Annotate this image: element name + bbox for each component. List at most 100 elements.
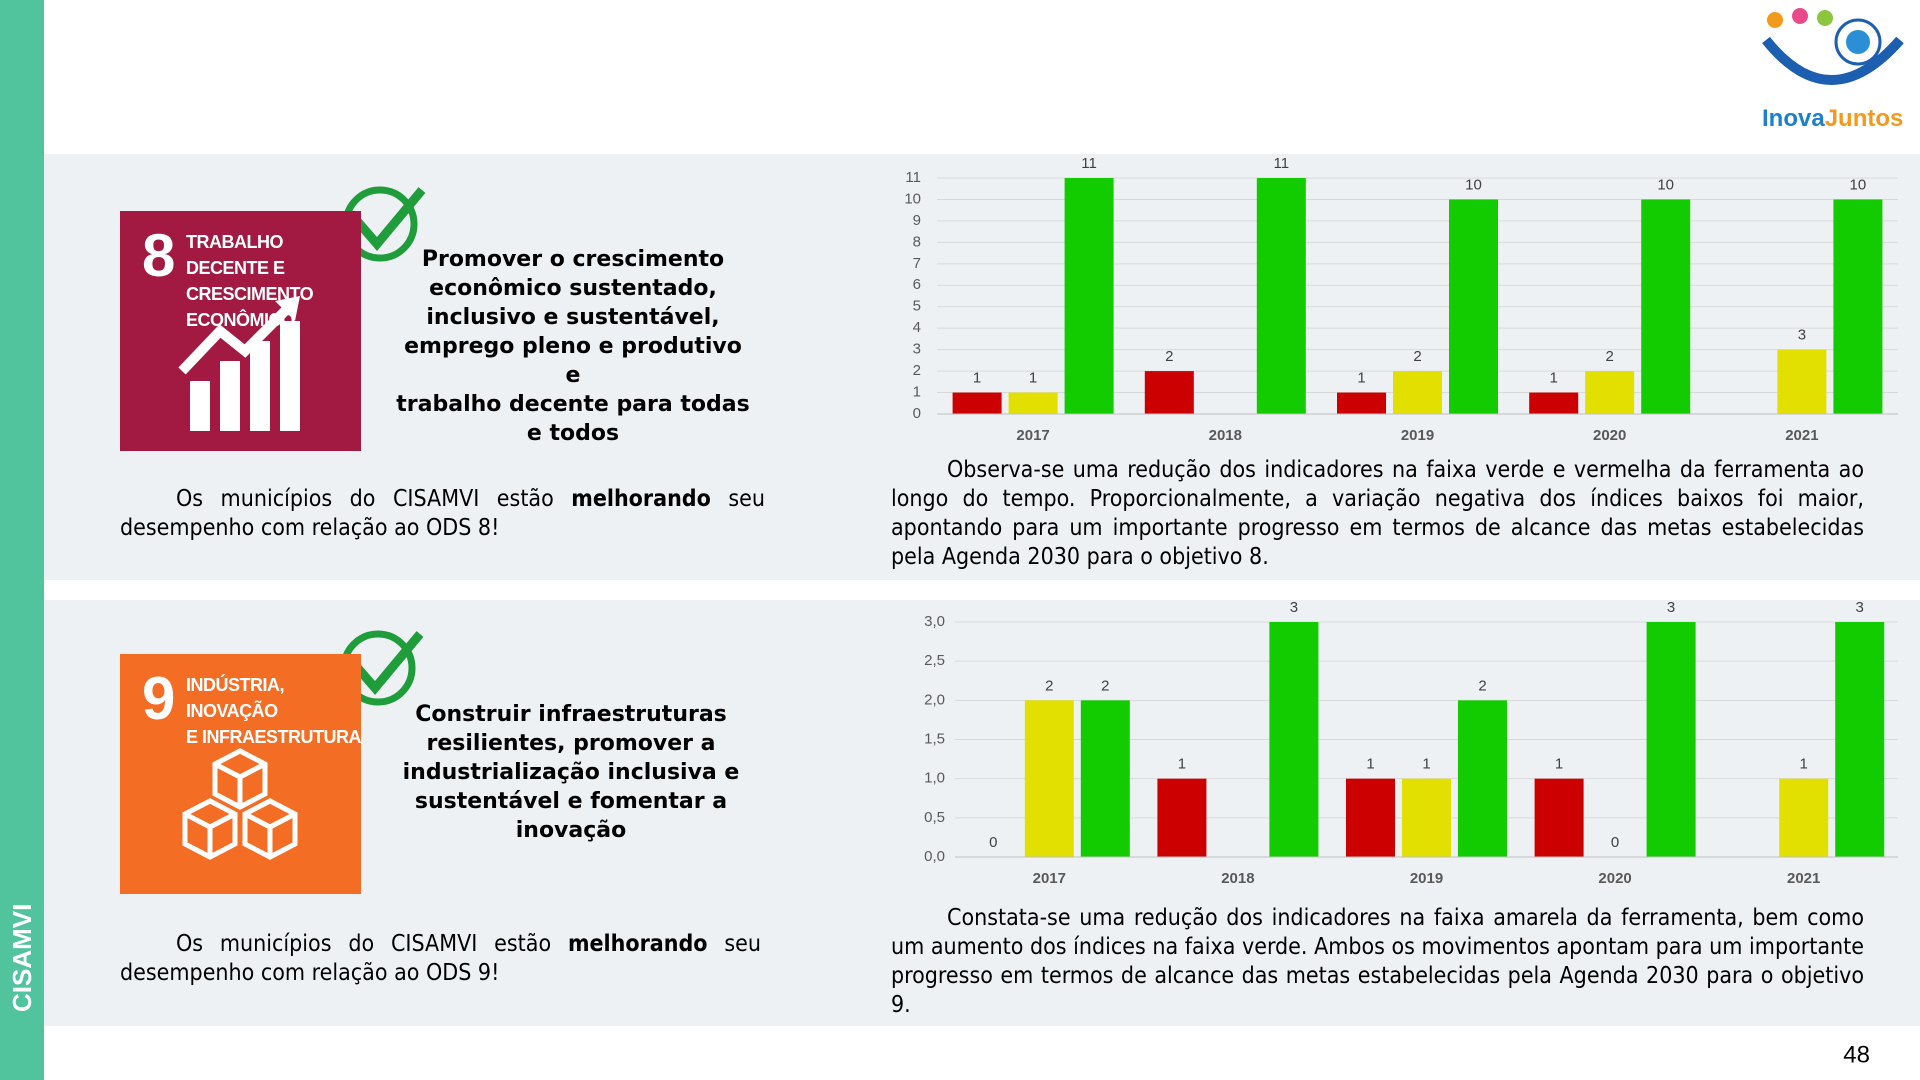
y-tick-label: 2,5 bbox=[924, 652, 945, 669]
value-label: 1 bbox=[973, 370, 981, 387]
text: Os municípios do CISAMVI estão bbox=[176, 931, 568, 957]
x-tick-label: 2021 bbox=[1785, 427, 1818, 444]
ods-title-line: CRESCIMENTO bbox=[186, 284, 314, 304]
value-label: 1 bbox=[1555, 756, 1563, 773]
value-label: 11 bbox=[1081, 155, 1097, 172]
goal-text: Construir infraestruturas resilientes, pr… bbox=[391, 700, 751, 845]
page-number: 48 bbox=[1843, 1041, 1870, 1068]
y-tick-label: 9 bbox=[913, 212, 921, 229]
y-tick-label: 10 bbox=[904, 190, 921, 207]
value-label: 3 bbox=[1290, 599, 1298, 616]
goal-line: e todos bbox=[526, 421, 620, 446]
ods-title-line: INDÚSTRIA, INOVAÇÃO bbox=[186, 675, 285, 721]
bar bbox=[1534, 778, 1584, 857]
logo-mark bbox=[1762, 8, 1904, 85]
goal-line: trabalho decente para todas bbox=[396, 392, 750, 417]
bar bbox=[1402, 778, 1451, 857]
value-label: 2 bbox=[1606, 348, 1614, 365]
ods-title: INDÚSTRIA, INOVAÇÃO E INFRAESTRUTURA bbox=[186, 672, 362, 750]
x-tick-label: 2017 bbox=[1033, 870, 1066, 887]
value-label: 0 bbox=[989, 834, 997, 851]
y-tick-label: 3 bbox=[913, 341, 921, 358]
bar bbox=[1529, 392, 1579, 414]
bar bbox=[1144, 371, 1194, 414]
logo-part: Inova bbox=[1762, 105, 1825, 132]
y-tick-label: 3,0 bbox=[924, 613, 945, 630]
bar bbox=[1269, 622, 1319, 857]
bar bbox=[1646, 622, 1696, 857]
value-label: 10 bbox=[1657, 176, 1674, 193]
value-label: 0 bbox=[1611, 834, 1619, 851]
summary: Os municípios do CISAMVI estão melhorand… bbox=[120, 930, 761, 988]
ods-number: 9 bbox=[142, 665, 176, 732]
summary: Os municípios do CISAMVI estão melhorand… bbox=[120, 485, 765, 543]
y-tick-label: 0 bbox=[913, 405, 921, 422]
y-tick-label: 11 bbox=[905, 169, 921, 186]
chart-description: Constata-se uma redução dos indicadores … bbox=[891, 905, 1864, 1018]
value-label: 1 bbox=[1029, 370, 1037, 387]
value-label: 1 bbox=[1366, 756, 1374, 773]
value-label: 2 bbox=[1045, 677, 1053, 694]
ods-badge: 8 TRABALHO DECENTE E CRESCIMENTO ECONÔMICO bbox=[120, 211, 361, 451]
bar bbox=[1064, 178, 1114, 414]
bar bbox=[1458, 700, 1507, 857]
x-tick-label: 2018 bbox=[1209, 427, 1242, 444]
x-tick-label: 2019 bbox=[1401, 427, 1434, 444]
x-tick-label: 2019 bbox=[1410, 870, 1443, 887]
bar bbox=[1393, 371, 1442, 414]
text: seu desempenho com relação ao ODS 9! bbox=[120, 931, 761, 986]
goal-line: industrialização inclusiva e bbox=[402, 760, 740, 785]
y-tick-label: 2,0 bbox=[924, 691, 945, 708]
y-tick-label: 0,5 bbox=[924, 809, 945, 826]
bar bbox=[1585, 371, 1635, 414]
value-label: 2 bbox=[1165, 348, 1173, 365]
y-tick-label: 8 bbox=[913, 233, 921, 250]
emphasis: melhorando bbox=[567, 931, 708, 957]
bar bbox=[952, 392, 1002, 414]
x-tick-label: 2017 bbox=[1016, 427, 1049, 444]
y-tick-label: 4 bbox=[913, 319, 921, 336]
bar bbox=[1641, 199, 1691, 414]
bar bbox=[1346, 778, 1395, 857]
bar bbox=[1833, 199, 1883, 414]
goal-line: inovação bbox=[515, 818, 627, 843]
ods-number: 8 bbox=[142, 222, 176, 289]
goal-line: econômico sustentado, bbox=[429, 276, 717, 301]
logo: InovaJuntos bbox=[1762, 105, 1903, 132]
value-label: 2 bbox=[1478, 677, 1486, 694]
bar bbox=[1008, 392, 1058, 414]
goal-line: Promover o crescimento bbox=[421, 247, 725, 272]
goal-line: inclusivo e sustentável, bbox=[426, 305, 720, 330]
x-tick-label: 2018 bbox=[1221, 870, 1254, 887]
ods-title-line: TRABALHO DECENTE E bbox=[186, 232, 285, 278]
goal-text: Promover o crescimento econômico sustenta… bbox=[393, 245, 753, 448]
sidebar bbox=[0, 0, 44, 1080]
value-label: 10 bbox=[1465, 176, 1482, 193]
y-tick-label: 2 bbox=[913, 362, 921, 379]
x-tick-label: 2020 bbox=[1593, 427, 1626, 444]
ods-badge: 9 INDÚSTRIA, INOVAÇÃO E INFRAESTRUTURA bbox=[120, 654, 362, 894]
value-label: 1 bbox=[1178, 756, 1186, 773]
value-label: 2 bbox=[1413, 348, 1421, 365]
bar bbox=[1777, 349, 1827, 414]
emphasis: melhorando bbox=[571, 486, 711, 512]
y-tick-label: 6 bbox=[913, 276, 921, 293]
text: seu desempenho com relação ao ODS 8! bbox=[120, 486, 765, 541]
bar bbox=[1779, 778, 1829, 857]
value-label: 11 bbox=[1274, 155, 1290, 172]
value-label: 10 bbox=[1850, 176, 1867, 193]
y-tick-label: 1,0 bbox=[924, 770, 945, 787]
bar bbox=[1024, 700, 1074, 857]
value-label: 1 bbox=[1357, 370, 1365, 387]
bar bbox=[1449, 199, 1498, 414]
bar bbox=[1157, 778, 1207, 857]
x-tick-label: 2021 bbox=[1787, 870, 1820, 887]
value-label: 1 bbox=[1422, 756, 1430, 773]
x-tick-label: 2020 bbox=[1598, 870, 1631, 887]
goal-line: resilientes, promover a bbox=[426, 731, 716, 756]
ods-icon bbox=[178, 296, 300, 431]
goal-line: emprego pleno e produtivo e bbox=[404, 334, 742, 388]
bar bbox=[1080, 700, 1130, 857]
sidebar-label: CISAMVI bbox=[7, 904, 37, 1012]
